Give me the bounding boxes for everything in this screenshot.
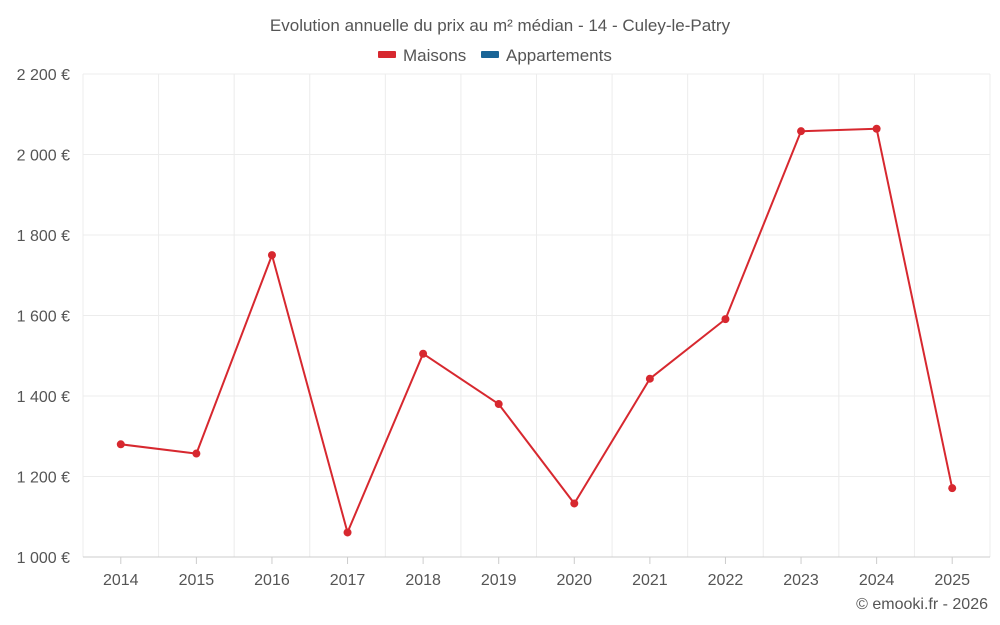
data-point-maisons-2025[interactable] [948,484,957,493]
legend-swatch-maisons [378,51,396,58]
x-tick-label: 2018 [405,572,441,589]
x-tick-label: 2021 [632,572,668,589]
data-point-maisons-2015[interactable] [192,449,201,458]
y-tick-label: 2 000 € [17,148,70,165]
x-tick-label: 2022 [708,572,744,589]
y-tick-label: 2 200 € [17,67,70,84]
data-point-maisons-2020[interactable] [570,499,579,508]
credit-text: © emooki.fr - 2026 [856,596,988,613]
legend: Maisons Appartements [378,46,612,65]
data-point-maisons-2019[interactable] [494,400,503,409]
x-tick-label: 2023 [783,572,819,589]
chart-title: Evolution annuelle du prix au m² médian … [270,16,731,35]
x-tick-label: 2024 [859,572,895,589]
grid [82,73,991,557]
x-tick-label: 2015 [179,572,215,589]
y-tick-label: 1 400 € [17,389,70,406]
data-point-maisons-2014[interactable] [116,440,125,449]
y-axis: 1 000 € 1 200 € 1 400 € 1 600 € 1 800 € 2 000… [17,67,70,567]
y-tick-label: 1 800 € [17,228,70,245]
x-tick-label: 2020 [556,572,592,589]
series-line-maisons [120,127,954,534]
legend-swatch-appartements [481,51,499,58]
x-tick-label: 2025 [934,572,970,589]
data-point-maisons-2022[interactable] [721,315,730,324]
x-tick-label: 2016 [254,572,290,589]
data-point-maisons-2024[interactable] [872,124,881,133]
y-tick-label: 1 600 € [17,309,70,326]
data-point-maisons-2017[interactable] [343,528,352,537]
y-tick-label: 1 000 € [17,550,70,567]
x-axis: 2014 2015 2016 2017 2018 2019 2020 2021 2022 2023… [83,556,990,589]
legend-item-maisons[interactable]: Maisons [378,46,466,65]
x-tick-label: 2017 [330,572,366,589]
legend-label-appartements: Appartements [506,46,612,65]
data-point-maisons-2023[interactable] [797,127,806,136]
data-point-maisons-2016[interactable] [267,251,276,260]
x-tick-label: 2014 [103,572,139,589]
data-point-maisons-2021[interactable] [645,374,654,383]
y-tick-label: 1 200 € [17,470,70,487]
legend-item-appartements[interactable]: Appartements [481,46,612,65]
legend-label-maisons: Maisons [403,46,466,65]
series-layer [116,124,957,537]
data-point-maisons-2018[interactable] [419,349,428,358]
x-tick-label: 2019 [481,572,517,589]
